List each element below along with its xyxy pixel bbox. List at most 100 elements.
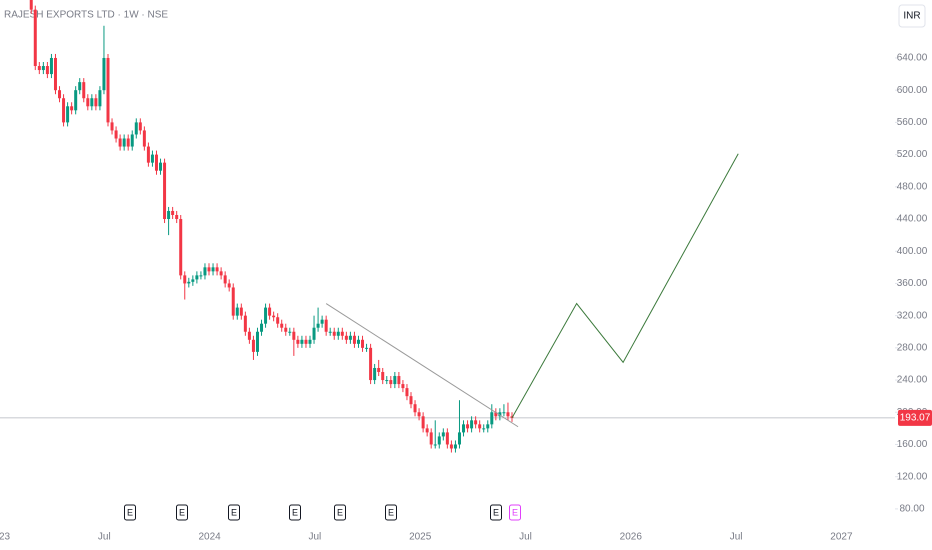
candle-body [114,130,118,139]
candle-body [280,323,284,328]
candle-body [122,138,126,147]
candle-body [413,404,417,413]
candle-body [332,331,336,336]
candle-body [348,335,352,340]
candle-body [53,57,57,91]
candle-body [284,327,288,332]
candle-body [106,57,110,123]
candle-body [457,432,461,445]
candle-body [385,380,389,382]
currency-button[interactable] [898,4,926,28]
candle-body [340,331,344,336]
currency-label[interactable]: INR [903,11,920,22]
candle-body [86,98,90,107]
candle-body [433,444,437,446]
y-tick-label: 240.00 [897,375,928,386]
candle-body [82,82,86,99]
candle-body [502,412,506,414]
y-tick-label: 360.00 [897,278,928,289]
candle-body [453,444,457,449]
candle-body [312,327,316,340]
candle-body [292,331,296,340]
earnings-marker [490,504,502,521]
earnings-label: E [179,507,185,517]
y-tick-label: 640.00 [897,53,928,64]
candle-body [150,154,154,163]
earnings-label: E [127,507,133,517]
earnings-marker [385,504,397,521]
y-tick-label: 320.00 [897,310,928,321]
candle-body [437,436,441,445]
candle-body [98,90,102,107]
candle-body [429,432,433,445]
candle-body [58,90,62,99]
candle-body [167,210,171,220]
projection-line [511,153,739,419]
candle-body [179,219,183,276]
candle-body [276,317,280,324]
candle-body [146,146,150,163]
x-tick-label: Jul [309,532,322,543]
candle-body [405,388,409,397]
x-tick-label: 2023 [0,532,11,543]
candle-body [373,367,377,381]
candle-body [268,307,272,316]
candle-body [352,335,356,344]
candle-body [506,412,510,417]
earnings-label: E [388,507,394,517]
candle-body [272,315,276,318]
candle-body [397,376,401,385]
y-tick-label: 440.00 [897,214,928,225]
earnings-label: E [493,507,499,517]
candle-body [300,339,304,344]
candle-body [207,267,211,272]
candle-body [320,319,324,324]
candle-body [243,315,247,332]
y-tick-label: 280.00 [897,342,928,353]
candle-body [227,283,231,288]
last-price-badge [898,409,932,426]
earnings-label: E [231,507,237,517]
candle-body [171,210,175,215]
candle-body [361,339,365,348]
candle-body [110,122,114,131]
candle-body [369,347,373,381]
candle-body [304,339,308,344]
earnings-label: E [337,507,343,517]
candle-body [316,323,320,328]
candle-body [409,396,413,405]
candle-body [441,432,445,437]
y-tick-label: 120.00 [897,471,928,482]
candle-body [328,331,332,333]
candle-body [251,339,255,352]
candle-body [45,66,49,75]
candle-body [130,134,134,147]
y-tick-label: 400.00 [897,246,928,257]
x-tick-label: 2027 [830,532,853,543]
candle-body [203,267,207,276]
candle-body [482,428,486,430]
candle-body [264,307,268,324]
candle-body [134,122,138,135]
chart-title: RAJESH EXPORTS LTD · 1W · NSE [4,10,168,21]
y-tick-label: 80.00 [899,504,924,515]
candle-body [211,267,215,272]
candle-body [336,331,340,336]
candle-body [187,281,191,284]
candle-body [102,57,106,91]
candle-body [235,307,239,316]
candle-body [498,412,502,417]
candle-body [449,444,453,449]
earnings-label: E [292,507,298,517]
candle-body [126,138,130,147]
candle-body [417,412,421,417]
y-tick-label: 160.00 [897,439,928,450]
candle-body [94,98,98,107]
candle-body [421,416,425,429]
candle-body [159,162,163,171]
x-tick-label: 2024 [198,532,221,543]
y-tick-label: 560.00 [897,117,928,128]
trendline [325,303,519,428]
candle-body [296,339,300,344]
